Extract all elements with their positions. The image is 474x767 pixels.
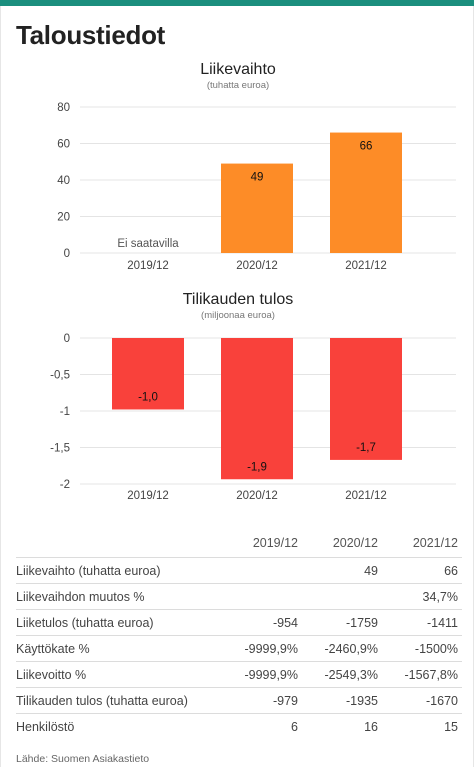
result-xtick-label: 2021/12 xyxy=(345,490,387,502)
table-cell: -9999,9% xyxy=(222,661,302,688)
table-cell: 15 xyxy=(444,719,458,734)
revenue-bar xyxy=(330,132,402,253)
revenue-data-label: 49 xyxy=(251,172,264,184)
revenue-ytick-label: 80 xyxy=(57,102,70,114)
row-label: Liikevoitto % xyxy=(16,661,222,688)
table-cell: -979 xyxy=(222,687,302,714)
row-label: Liiketulos (tuhatta euroa) xyxy=(16,609,222,636)
table-row: Liikevoitto % -9999,9% -2549,3% -1567,8% xyxy=(16,661,462,688)
row-label: Käyttökate % xyxy=(16,635,222,662)
accent-top-bar xyxy=(0,0,474,6)
table-cell: -1670 xyxy=(382,687,462,714)
revenue-ytick-label: 20 xyxy=(57,212,70,224)
revenue-xtick-label: 2020/12 xyxy=(236,260,278,272)
result-ytick-label: -0,5 xyxy=(50,370,70,382)
result-xtick-label: 2020/12 xyxy=(236,490,278,502)
result-data-label: -1,7 xyxy=(356,442,376,454)
table-cell xyxy=(302,583,382,610)
result-bar xyxy=(221,338,293,480)
result-data-label: -1,9 xyxy=(247,461,267,473)
table-cell: -2460,9% xyxy=(302,635,382,662)
left-border xyxy=(0,6,1,767)
table-cell: -1500% xyxy=(382,635,462,662)
table-row: Liiketulos (tuhatta euroa) -954 -1759 -1… xyxy=(16,609,462,636)
revenue-subtitle: (tuhatta euroa) xyxy=(207,80,269,91)
table-header-cell: 2020/12 xyxy=(302,531,382,558)
row-label: Henkilöstö xyxy=(16,719,75,734)
table-row: Liikevaihdon muutos % 34,7% xyxy=(16,583,462,610)
revenue-title: Liikevaihto xyxy=(200,61,276,78)
result-xtick-label: 2019/12 xyxy=(127,490,169,502)
result-ytick-label: -1 xyxy=(60,406,70,418)
table-cell xyxy=(222,583,302,610)
table-cell: 34,7% xyxy=(382,583,462,610)
table-cell: -2549,3% xyxy=(302,661,382,688)
table-cell: -1411 xyxy=(382,609,462,636)
table-header-cell: 2019/12 xyxy=(222,531,302,558)
table-cell: 16 xyxy=(364,719,378,734)
result-bar xyxy=(330,338,402,460)
revenue-ytick-label: 0 xyxy=(64,248,70,260)
result-bar xyxy=(112,338,184,410)
table-cell: 49 xyxy=(302,557,382,584)
table-cell: -1567,8% xyxy=(382,661,462,688)
revenue-missing-label: Ei saatavilla xyxy=(117,238,179,250)
result-chart: Tilikauden tulos (miljoonaa euroa) 0 -0,5 -1… xyxy=(50,291,456,502)
result-ytick-label: 0 xyxy=(64,333,70,345)
table-row: Henkilöstö 6 16 15 xyxy=(16,714,462,740)
result-subtitle: (miljoonaa euroa) xyxy=(201,310,275,321)
revenue-data-label: 66 xyxy=(360,141,373,153)
table-header-cell xyxy=(16,531,222,558)
table-cell: -9999,9% xyxy=(222,635,302,662)
source-note: Lähde: Suomen Asiakastieto xyxy=(16,753,150,765)
table-header-row: 2019/12 2020/12 2021/12 xyxy=(16,531,462,558)
revenue-ytick-label: 40 xyxy=(57,175,70,187)
table-cell: -1759 xyxy=(302,609,382,636)
table-row: Käyttökate % -9999,9% -2460,9% -1500% xyxy=(16,635,462,662)
table-row: Liikevaihto (tuhatta euroa) 49 66 xyxy=(16,557,462,584)
row-label: Tilikauden tulos (tuhatta euroa) xyxy=(16,687,222,714)
result-ytick-label: -1,5 xyxy=(50,443,70,455)
revenue-xtick-label: 2019/12 xyxy=(127,260,169,272)
revenue-xtick-label: 2021/12 xyxy=(345,260,387,272)
row-label: Liikevaihdon muutos % xyxy=(16,583,222,610)
table-cell: -954 xyxy=(222,609,302,636)
row-label: Liikevaihto (tuhatta euroa) xyxy=(16,557,222,584)
result-data-label: -1,0 xyxy=(138,391,158,403)
financial-table: 2019/12 2020/12 2021/12 Liikevaihto (tuh… xyxy=(16,531,462,739)
table-row: Tilikauden tulos (tuhatta euroa) -979 -1… xyxy=(16,687,462,714)
revenue-bar xyxy=(221,163,293,253)
table-header-cell: 2021/12 xyxy=(382,531,462,558)
revenue-chart: Liikevaihto (tuhatta euroa) 0 20 40 60 80 Ei sa… xyxy=(57,61,456,272)
table-cell: 6 xyxy=(291,719,298,734)
page-title: Taloustiedot xyxy=(16,20,166,50)
revenue-ytick-label: 60 xyxy=(57,139,70,151)
result-ytick-label: -2 xyxy=(60,479,70,491)
table-cell: -1935 xyxy=(302,687,382,714)
table-cell: 66 xyxy=(382,557,462,584)
result-title: Tilikauden tulos xyxy=(183,291,294,308)
table-cell xyxy=(222,557,302,584)
